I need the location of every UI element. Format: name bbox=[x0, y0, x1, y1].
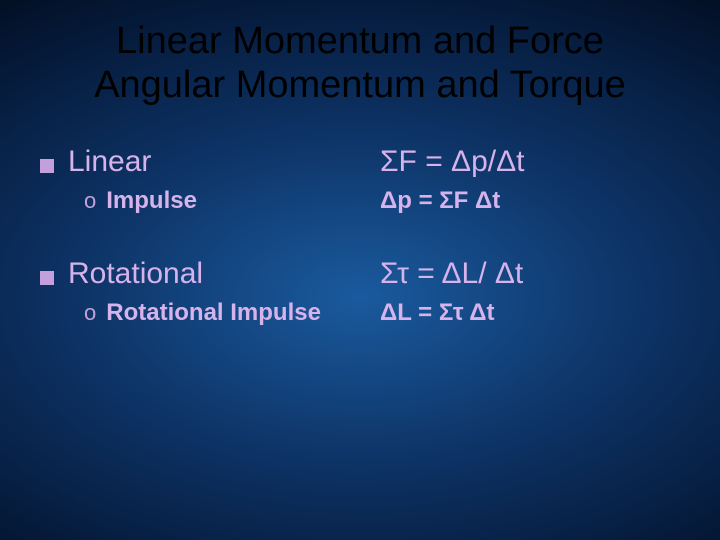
row-rotational-impulse-right: ΔL = Στ Δt bbox=[380, 299, 680, 327]
slide-title: Linear Momentum and Force Angular Moment… bbox=[40, 20, 680, 107]
title-line-2: Angular Momentum and Torque bbox=[94, 64, 626, 106]
row-rotational-right: Στ = ΔL/ Δt bbox=[380, 257, 680, 291]
circle-bullet-icon: o bbox=[84, 302, 96, 324]
row-rotational-impulse-equation: ΔL = Στ Δt bbox=[380, 299, 495, 326]
row-impulse-right: Δp = ΣF Δt bbox=[380, 187, 680, 215]
row-rotational-left: Rotational bbox=[40, 257, 380, 291]
row-rotational-impulse: o Rotational Impulse ΔL = Στ Δt bbox=[40, 299, 680, 327]
spacer bbox=[40, 223, 680, 257]
circle-bullet-icon: o bbox=[84, 190, 96, 212]
row-impulse-equation: Δp = ΣF Δt bbox=[380, 187, 500, 214]
square-bullet-icon bbox=[40, 159, 54, 173]
row-linear-left: Linear bbox=[40, 145, 380, 179]
row-rotational: Rotational Στ = ΔL/ Δt bbox=[40, 257, 680, 291]
row-linear: Linear ΣF = Δp/Δt bbox=[40, 145, 680, 179]
slide: Linear Momentum and Force Angular Moment… bbox=[0, 0, 720, 540]
square-bullet-icon bbox=[40, 271, 54, 285]
row-impulse: o Impulse Δp = ΣF Δt bbox=[40, 187, 680, 215]
row-linear-label: Linear bbox=[68, 145, 151, 179]
row-linear-right: ΣF = Δp/Δt bbox=[380, 145, 680, 179]
title-line-1: Linear Momentum and Force bbox=[116, 20, 604, 62]
row-linear-equation: ΣF = Δp/Δt bbox=[380, 145, 525, 178]
row-impulse-left: o Impulse bbox=[40, 187, 380, 215]
row-rotational-impulse-label: Rotational Impulse bbox=[106, 299, 321, 327]
row-impulse-label: Impulse bbox=[106, 187, 197, 215]
row-rotational-label: Rotational bbox=[68, 257, 203, 291]
row-rotational-equation: Στ = ΔL/ Δt bbox=[380, 257, 523, 290]
row-rotational-impulse-left: o Rotational Impulse bbox=[40, 299, 380, 327]
